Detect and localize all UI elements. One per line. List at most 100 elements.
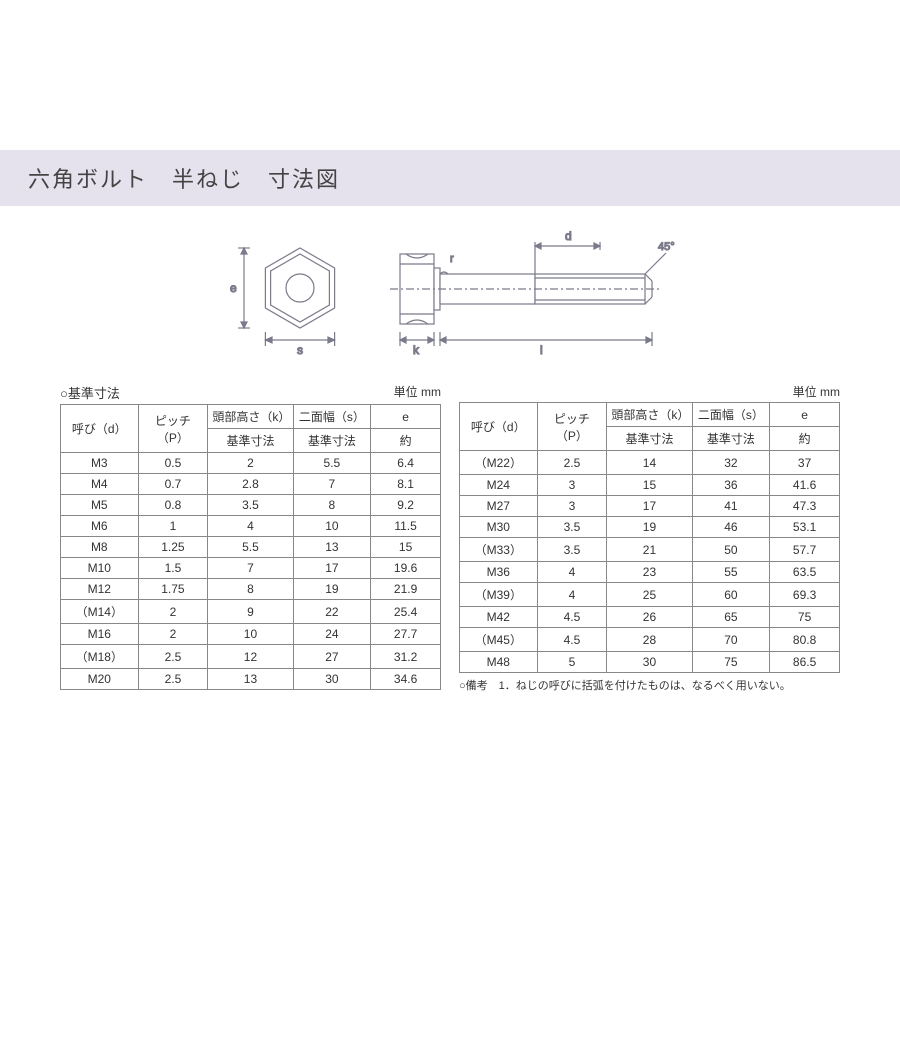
table-cell: 0.8 (138, 495, 208, 516)
table-row: （M39）4256069.3 (460, 583, 840, 607)
bolt-diagram: e s (0, 226, 900, 371)
table-cell: （M39） (460, 583, 538, 607)
diagram-label-e: e (230, 281, 237, 295)
table-cell: 4 (537, 583, 607, 607)
left-table-caption-row: ○基準寸法 単位 mm (60, 381, 441, 404)
left-table-unit: 単位 mm (394, 383, 441, 402)
table-cell: M6 (61, 516, 139, 537)
table-cell: 30 (607, 652, 692, 673)
th-s-top: 二面幅（s） (293, 405, 371, 429)
table-cell: M3 (61, 453, 139, 474)
page-title: 六角ボルト 半ねじ 寸法図 (28, 167, 340, 192)
table-cell: 3 (537, 496, 607, 517)
table-cell: 21.9 (371, 579, 441, 600)
table-cell: M48 (460, 652, 538, 673)
table-cell: 36 (692, 475, 770, 496)
table-cell: 3.5 (208, 495, 293, 516)
table-cell: 27 (293, 645, 371, 669)
right-table-caption-row: 単位 mm (459, 381, 840, 402)
table-cell: 12 (208, 645, 293, 669)
table-row: M243153641.6 (460, 475, 840, 496)
right-table-unit: 単位 mm (793, 383, 840, 400)
table-cell: 3.5 (537, 538, 607, 562)
table-cell: 25.4 (371, 600, 441, 624)
table-cell: 1.75 (138, 579, 208, 600)
table-cell: 7 (293, 474, 371, 495)
table-cell: 65 (692, 607, 770, 628)
table-cell: 21 (607, 538, 692, 562)
table-cell: 47.3 (770, 496, 840, 517)
table-cell: 19 (607, 517, 692, 538)
table-row: M40.72.878.1 (61, 474, 441, 495)
table-cell: 1.5 (138, 558, 208, 579)
th-s-sub-r: 基準寸法 (692, 427, 770, 451)
th-s-sub: 基準寸法 (293, 429, 371, 453)
table-row: M364235563.5 (460, 562, 840, 583)
table-cell: 69.3 (770, 583, 840, 607)
table-cell: 19 (293, 579, 371, 600)
table-row: M303.5194653.1 (460, 517, 840, 538)
table-cell: 4 (537, 562, 607, 583)
table-row: （M33）3.5215057.7 (460, 538, 840, 562)
table-cell: 46 (692, 517, 770, 538)
table-cell: （M33） (460, 538, 538, 562)
table-row: M50.83.589.2 (61, 495, 441, 516)
table-cell: 0.7 (138, 474, 208, 495)
table-cell: 32 (692, 451, 770, 475)
table-cell: 37 (770, 451, 840, 475)
table-cell: M36 (460, 562, 538, 583)
table-row: （M14）292225.4 (61, 600, 441, 624)
th-k-top: 頭部高さ（k） (208, 405, 293, 429)
th-d: 呼び（d） (61, 405, 139, 453)
table-cell: （M14） (61, 600, 139, 624)
table-cell: 2 (138, 624, 208, 645)
table-cell: 2.5 (138, 645, 208, 669)
table-cell: 1.25 (138, 537, 208, 558)
table-cell: 86.5 (770, 652, 840, 673)
table-cell: M4 (61, 474, 139, 495)
right-table-block: 単位 mm 呼び（d） ピッチ （P） 頭部高さ（k） 二面幅（s） e 基準寸… (459, 381, 840, 693)
table-cell: 30 (293, 669, 371, 690)
tables-container: ○基準寸法 単位 mm 呼び（d） ピッチ （P） 頭部高さ（k） 二面幅（s）… (0, 381, 900, 693)
table-cell: 8 (293, 495, 371, 516)
diagram-label-l: l (540, 343, 543, 357)
table-cell: 28 (607, 628, 692, 652)
diagram-label-k: k (413, 343, 420, 357)
table-cell: 70 (692, 628, 770, 652)
table-cell: 60 (692, 583, 770, 607)
th-k-top-r: 頭部高さ（k） (607, 403, 692, 427)
table-cell: 8.1 (371, 474, 441, 495)
table-cell: 9.2 (371, 495, 441, 516)
table-row: M273174147.3 (460, 496, 840, 517)
table-cell: 34.6 (371, 669, 441, 690)
table-cell: （M18） (61, 645, 139, 669)
table-cell: 15 (371, 537, 441, 558)
table-row: M424.5266575 (460, 607, 840, 628)
table-row: M81.255.51315 (61, 537, 441, 558)
table-row: M6141011.5 (61, 516, 441, 537)
th-p: ピッチ （P） (138, 405, 208, 453)
table-row: M121.7581921.9 (61, 579, 441, 600)
table-cell: 14 (607, 451, 692, 475)
table-cell: 5.5 (293, 453, 371, 474)
table-row: （M22）2.5143237 (460, 451, 840, 475)
table-cell: 2 (208, 453, 293, 474)
table-cell: 10 (293, 516, 371, 537)
right-spec-table: 呼び（d） ピッチ （P） 頭部高さ（k） 二面幅（s） e 基準寸法 基準寸法… (459, 402, 840, 673)
table-cell: 4 (208, 516, 293, 537)
table-cell: M16 (61, 624, 139, 645)
diagram-label-d: d (565, 229, 572, 243)
table-cell: 2.8 (208, 474, 293, 495)
table-cell: 27.7 (371, 624, 441, 645)
left-table-block: ○基準寸法 単位 mm 呼び（d） ピッチ （P） 頭部高さ（k） 二面幅（s）… (60, 381, 441, 693)
table-row: M485307586.5 (460, 652, 840, 673)
table-cell: （M22） (460, 451, 538, 475)
table-cell: 55 (692, 562, 770, 583)
th-p-r: ピッチ （P） (537, 403, 607, 451)
table-cell: 2 (138, 600, 208, 624)
table-cell: 17 (607, 496, 692, 517)
right-table-footnote: ○備考 1．ねじの呼びに括弧を付けたものは、なるべく用いない。 (459, 677, 840, 693)
table-row: （M45）4.5287080.8 (460, 628, 840, 652)
table-cell: 41.6 (770, 475, 840, 496)
table-cell: 13 (293, 537, 371, 558)
